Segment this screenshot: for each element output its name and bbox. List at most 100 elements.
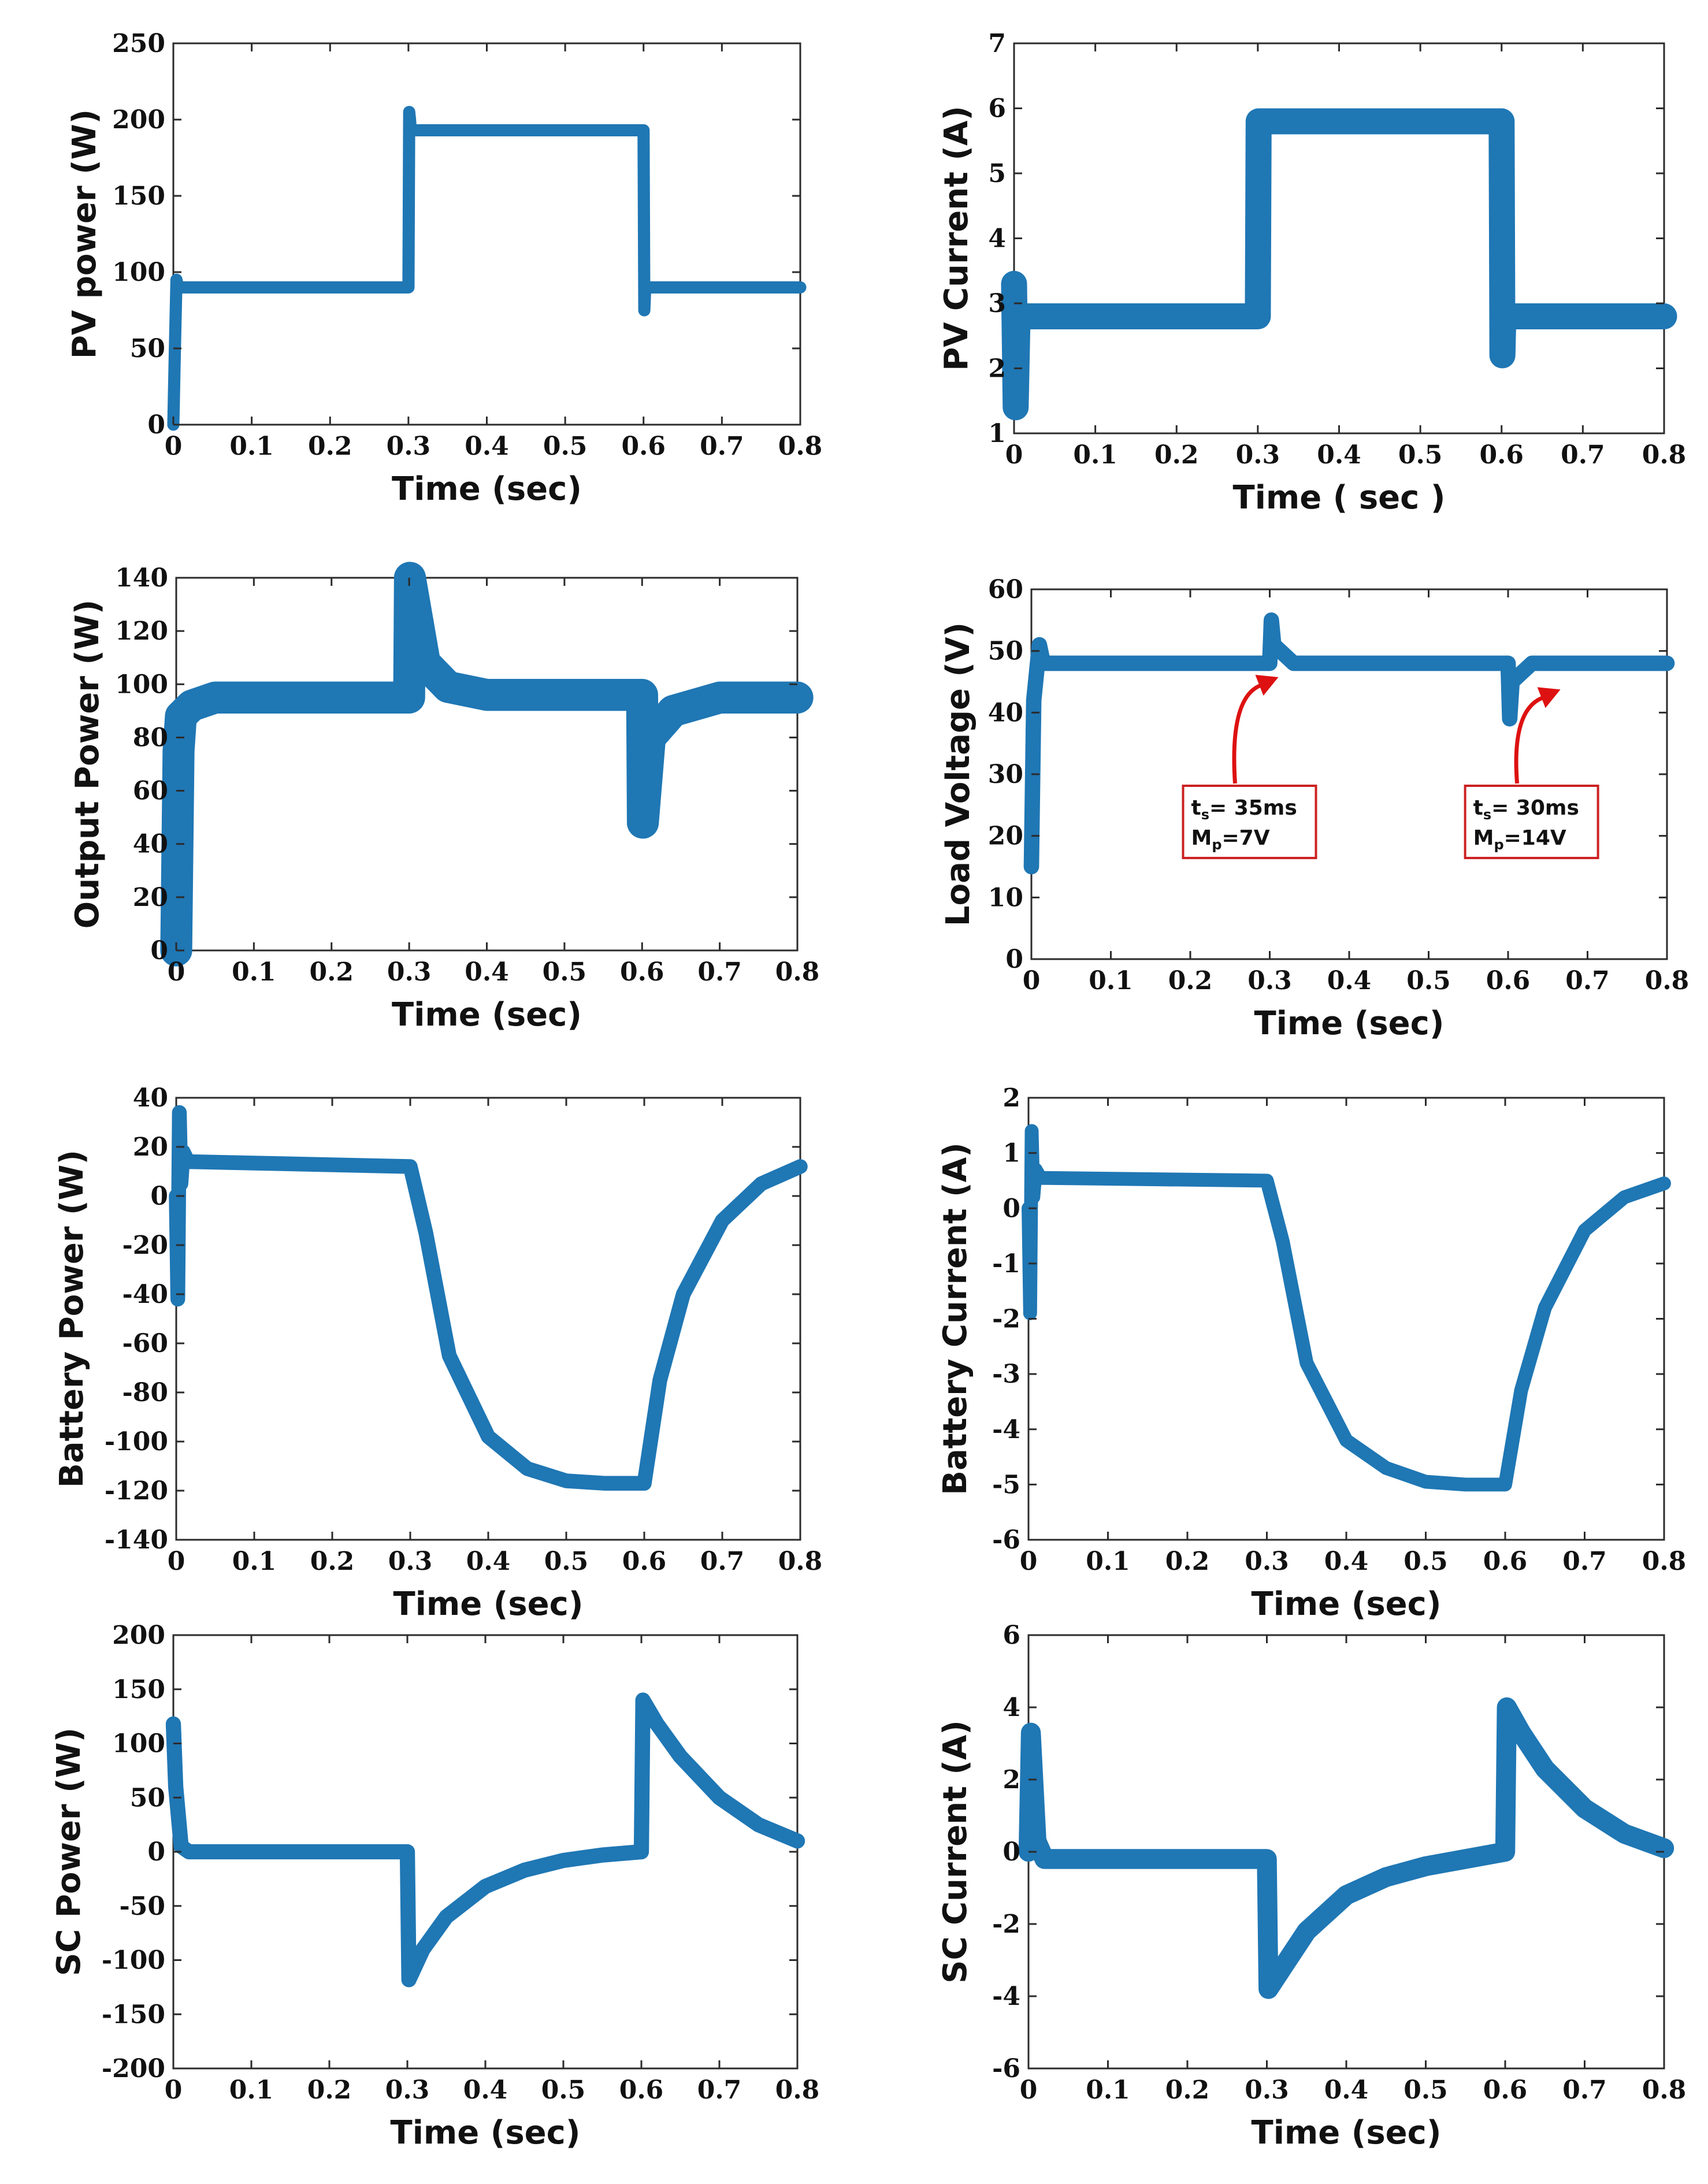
y-tick-label: 30 — [988, 760, 1023, 789]
x-tick-label: 0.8 — [1642, 1547, 1687, 1576]
plot-frame — [172, 42, 801, 426]
y-tick-label: 250 — [112, 29, 165, 58]
y-tick-label: -1 — [992, 1249, 1020, 1279]
x-tick-label: 0.7 — [697, 957, 742, 987]
x-tick-label: 0.2 — [1165, 2075, 1210, 2105]
y-axis-label: PV power (W) — [66, 109, 103, 359]
y-tick-label: 0 — [1002, 1194, 1020, 1223]
arrow-head — [1255, 675, 1279, 696]
x-tick-label: 0.5 — [543, 432, 588, 461]
y-tick-label: 0 — [147, 1837, 165, 1867]
y-tick-label: -100 — [105, 1427, 168, 1457]
x-tick-label: 0.1 — [1073, 440, 1117, 470]
y-tick-label: -4 — [992, 1982, 1020, 2011]
overshoot-text: Mp=7V — [1191, 826, 1270, 853]
overshoot-text: Mp=14V — [1473, 826, 1566, 853]
y-tick-label: 50 — [130, 1783, 165, 1812]
y-tick-label: 4 — [1002, 1693, 1020, 1722]
series-line — [1022, 1124, 1671, 1492]
y-tick-label: -60 — [122, 1329, 169, 1358]
x-tick-label: 0.6 — [621, 432, 666, 461]
x-tick-label: 0.8 — [775, 957, 820, 987]
y-tick-label: -3 — [992, 1360, 1020, 1389]
x-tick-label: 0 — [1020, 1547, 1038, 1576]
x-tick-label: 0 — [1023, 966, 1041, 996]
y-tick-label: 0 — [150, 936, 168, 965]
y-tick-label: -140 — [105, 1525, 168, 1555]
y-tick-label: 0 — [1002, 1837, 1020, 1867]
x-tick-label: 0.4 — [1327, 966, 1372, 996]
x-tick-label: 0.4 — [1324, 1547, 1369, 1576]
annotation-callout: ts= 35ms Mp=7V — [1182, 675, 1317, 859]
x-tick-label: 0.1 — [229, 432, 274, 461]
y-tick-label: 40 — [133, 830, 168, 859]
pv-current-panel: 0 0.1 0.2 0.3 0.4 0.5 0.6 0.7 0.8 1 2 3 4 5 6 7 Time ( s… — [938, 29, 1686, 517]
x-tick-label: 0.7 — [700, 1547, 745, 1576]
plot-frame — [175, 577, 799, 952]
y-tick-label: -5 — [992, 1470, 1020, 1499]
y-tick-label: 50 — [130, 334, 165, 363]
x-tick-label: 0.5 — [1406, 966, 1451, 996]
y-tick-label: 1 — [1002, 1139, 1020, 1168]
x-tick-label: 0.6 — [1483, 1547, 1528, 1576]
y-tick-label: 140 — [115, 563, 168, 593]
x-tick-label: 0.2 — [308, 432, 352, 461]
series-line — [169, 1105, 808, 1491]
pv-power-panel: 0 0.1 0.2 0.3 0.4 0.5 0.6 0.7 0.8 0 50 100 150 200 250… — [66, 29, 822, 508]
x-tick-label: 0.3 — [1245, 1547, 1289, 1576]
x-tick-label: 0.2 — [1154, 440, 1199, 470]
x-tick-label: 0.4 — [463, 2075, 508, 2105]
series-line — [1023, 612, 1675, 875]
x-tick-label: 0.8 — [1642, 2075, 1687, 2105]
x-tick-label: 0.3 — [1247, 966, 1292, 996]
settling-time-text: ts= 35ms — [1191, 796, 1297, 823]
y-tick-label: 20 — [133, 1132, 168, 1162]
y-tick-label: -4 — [992, 1415, 1020, 1444]
y-tick-label: 2 — [1002, 1083, 1020, 1113]
x-tick-label: 0.1 — [1086, 2075, 1130, 2105]
settling-time-text: ts= 30ms — [1473, 796, 1579, 823]
x-tick-label: 0.6 — [620, 957, 664, 987]
arrow-head — [1537, 687, 1561, 708]
x-tick-label: 0.3 — [387, 432, 431, 461]
y-tick-label: -6 — [992, 2054, 1020, 2083]
x-tick-label: 0.7 — [697, 2075, 742, 2105]
y-tick-label: 0 — [1005, 945, 1023, 974]
y-tick-label: 5 — [988, 159, 1006, 188]
y-tick-label: -50 — [120, 1892, 166, 1921]
y-tick-label: 120 — [115, 616, 168, 646]
plot-frame — [1030, 588, 1668, 960]
x-tick-label: 0 — [1005, 440, 1023, 470]
y-axis-label: Load Voltage (V) — [940, 622, 977, 926]
x-tick-label: 0.1 — [232, 957, 276, 987]
y-tick-label: 2 — [1002, 1765, 1020, 1795]
x-tick-label: 0.3 — [1245, 2075, 1289, 2105]
series-line — [160, 562, 814, 967]
y-tick-label: 200 — [112, 105, 165, 135]
y-tick-label: -6 — [992, 1525, 1020, 1555]
x-tick-label: 0 — [1020, 2075, 1038, 2105]
sc-power-panel: 0 0.1 0.2 0.3 0.4 0.5 0.6 0.7 0.8 -200 -150 -100 -50… — [50, 1621, 819, 2152]
series-line — [165, 1692, 805, 1988]
x-tick-label: 0.7 — [700, 432, 744, 461]
x-tick-label: 0.8 — [1642, 440, 1687, 470]
x-axis-label: Time (sec) — [1254, 1005, 1445, 1042]
x-tick-label: 0.2 — [310, 1547, 355, 1576]
x-tick-label: 0 — [168, 957, 185, 987]
x-tick-label: 0.8 — [778, 432, 823, 461]
y-tick-label: 20 — [988, 822, 1023, 851]
y-axis-label: SC Current (A) — [937, 1720, 974, 1984]
series-line — [167, 106, 807, 431]
y-tick-label: 100 — [112, 258, 165, 287]
y-tick-label: 150 — [112, 1675, 165, 1704]
annotation-arrow — [1514, 696, 1544, 784]
x-tick-label: 0.5 — [1403, 1547, 1448, 1576]
x-tick-label: 0 — [165, 2075, 183, 2105]
x-tick-label: 0.1 — [229, 2075, 274, 2105]
annotation-box — [1464, 785, 1599, 859]
y-axis-label: PV Current (A) — [938, 106, 975, 371]
y-tick-label: 3 — [988, 289, 1006, 318]
x-tick-label: 0.2 — [1168, 966, 1213, 996]
series-line — [1001, 108, 1677, 421]
